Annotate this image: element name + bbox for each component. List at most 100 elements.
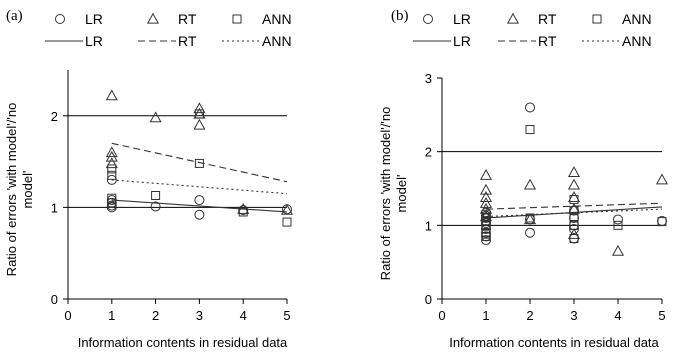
legend-marker-ann: [232, 14, 242, 24]
data-point-rt: [280, 203, 294, 215]
y-axis-title-line1: Ratio of errors 'with model'/'no: [378, 107, 393, 281]
x-tick-label: 3: [570, 308, 577, 323]
y-axis-title: Ratio of errors 'with model'/'nomodel': [4, 103, 35, 277]
data-point-rt: [105, 89, 118, 101]
data-point-lr: [194, 195, 205, 206]
x-tick-label: 4: [240, 308, 247, 323]
data-point-rt: [479, 197, 493, 208]
trend-line-ann: [111, 179, 288, 195]
legend-label-ann: ANN: [262, 11, 292, 27]
y-tick-label: 0: [51, 292, 58, 307]
panel-label: (a): [6, 8, 23, 24]
data-point-rt: [567, 202, 581, 214]
x-tick-label: 0: [438, 308, 445, 323]
data-point-ann: [569, 234, 579, 244]
data-point-rt: [479, 183, 493, 195]
chart-panel-b: (b) LR RT ANN LR RT ANN 0 1 2 3 4 5 0 1 2 3 Information c…: [378, 8, 669, 350]
legend-line-label-rt: RT: [538, 33, 557, 49]
data-point-rt: [479, 169, 493, 180]
data-point-rt: [479, 202, 493, 214]
x-tick-label: 2: [152, 308, 159, 323]
data-point-rt: [523, 178, 537, 190]
y-tick-label: 1: [425, 218, 432, 233]
data-point-ann: [525, 213, 535, 223]
y-tick-label: 3: [425, 71, 432, 86]
legend-label-lr: LR: [453, 11, 471, 27]
data-point-rt: [567, 166, 581, 177]
y-axis-title: Ratio of errors 'with model'/'nomodel': [378, 107, 409, 281]
x-tick-label: 4: [614, 308, 621, 323]
x-axis-title: Information contents in residual data: [78, 335, 288, 350]
data-point-lr: [194, 209, 205, 220]
x-tick-label: 5: [283, 308, 290, 323]
data-point-rt: [655, 173, 669, 185]
data-point-ann: [194, 109, 204, 119]
legend-label-lr: LR: [85, 11, 103, 27]
data-point-rt: [567, 178, 581, 190]
chart-panel-a: (a) LR RT ANN LR RT ANN 0 1 2 3 4 5 0 1 2 Information co…: [4, 8, 294, 350]
legend-line-label-rt: RT: [178, 33, 197, 49]
data-point-rt: [193, 102, 206, 114]
legend-label-ann: ANN: [622, 11, 652, 27]
panel-label: (b): [391, 8, 409, 24]
trend-line-rt: [111, 142, 288, 183]
data-point-rt: [611, 244, 625, 256]
data-point-ann: [481, 231, 491, 241]
data-point-rt: [105, 146, 118, 158]
data-point-ann: [282, 217, 292, 227]
data-point-lr: [150, 201, 161, 212]
legend-line-label-lr: LR: [453, 33, 471, 49]
x-tick-label: 2: [526, 308, 533, 323]
x-tick-label: 1: [482, 308, 489, 323]
data-point-ann: [107, 164, 117, 174]
data-point-rt: [105, 150, 118, 162]
data-point-rt: [193, 118, 206, 130]
legend-marker-lr: [423, 14, 433, 24]
y-tick-label: 1: [51, 200, 58, 215]
y-tick-label: 2: [51, 109, 58, 124]
y-axis-title-line2: model': [20, 171, 35, 209]
data-point-ann: [569, 211, 579, 221]
data-point-rt: [523, 213, 537, 225]
data-point-ann: [151, 190, 161, 200]
legend-label-rt: RT: [538, 11, 557, 27]
data-point-rt: [479, 191, 493, 202]
legend-marker-rt: [506, 12, 520, 24]
data-point-ann: [107, 170, 117, 180]
legend-line-label-ann: ANN: [622, 33, 652, 49]
data-point-lr: [525, 102, 535, 113]
data-point-ann: [238, 207, 248, 217]
trend-line-ann: [485, 208, 663, 218]
legend-marker-rt: [146, 12, 160, 24]
y-tick-label: 0: [425, 292, 432, 307]
legend-label-rt: RT: [178, 11, 197, 27]
x-tick-label: 5: [658, 308, 665, 323]
x-tick-label: 1: [108, 308, 115, 323]
data-point-lr: [613, 214, 623, 225]
data-point-ann: [569, 195, 579, 205]
data-point-ann: [194, 158, 204, 168]
data-point-ann: [107, 193, 117, 203]
data-point-ann: [525, 125, 535, 135]
y-axis-title-line1: Ratio of errors 'with model'/'no: [4, 103, 19, 277]
data-point-ann: [107, 198, 117, 208]
data-point-lr: [106, 174, 117, 185]
data-point-ann: [569, 206, 579, 216]
y-axis-title-line2: model': [394, 175, 409, 213]
y-tick-label: 2: [425, 145, 432, 160]
data-point-rt: [567, 191, 581, 202]
legend-line-label-ann: ANN: [262, 33, 292, 49]
x-tick-label: 3: [196, 308, 203, 323]
data-point-lr: [525, 227, 535, 238]
data-point-ann: [613, 220, 623, 230]
data-point-rt: [237, 203, 250, 214]
legend-marker-ann: [592, 14, 602, 24]
data-point-rt: [567, 227, 581, 239]
x-tick-label: 0: [64, 308, 71, 323]
legend-marker-lr: [55, 14, 65, 24]
data-point-rt: [479, 210, 493, 222]
legend-line-label-lr: LR: [85, 33, 103, 49]
data-point-rt: [149, 111, 162, 123]
trend-line-lr: [111, 199, 288, 213]
